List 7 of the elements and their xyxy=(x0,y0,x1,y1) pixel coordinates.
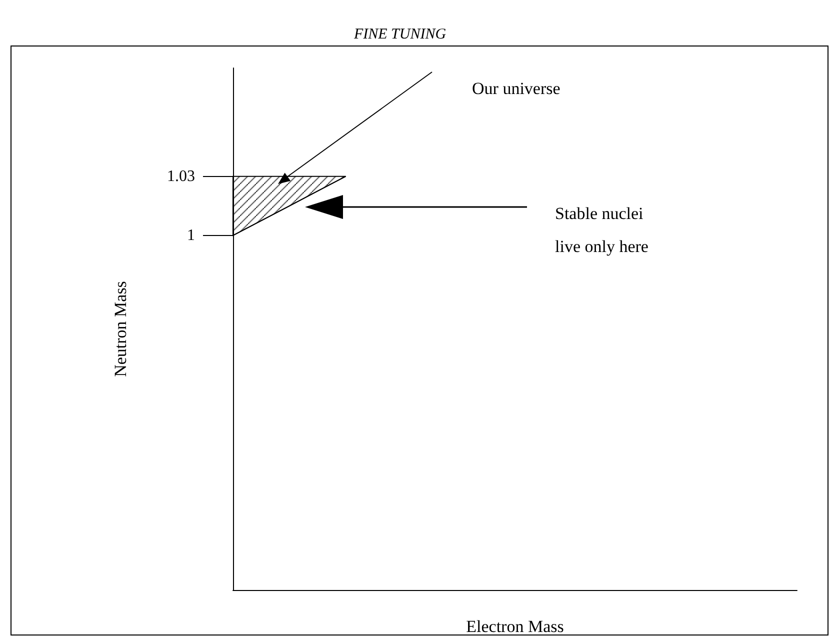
annotation: Our universe xyxy=(472,79,560,98)
x-axis-title: Electron Mass xyxy=(466,617,564,636)
y-tick-label: 1 xyxy=(187,226,195,244)
annotation: Stable nuclei live only here xyxy=(555,204,648,256)
y-tick-label: 1.03 xyxy=(167,168,195,185)
y-axis-title: Neutron Mass xyxy=(111,281,130,377)
chart-title: FINE TUNING xyxy=(352,26,446,42)
